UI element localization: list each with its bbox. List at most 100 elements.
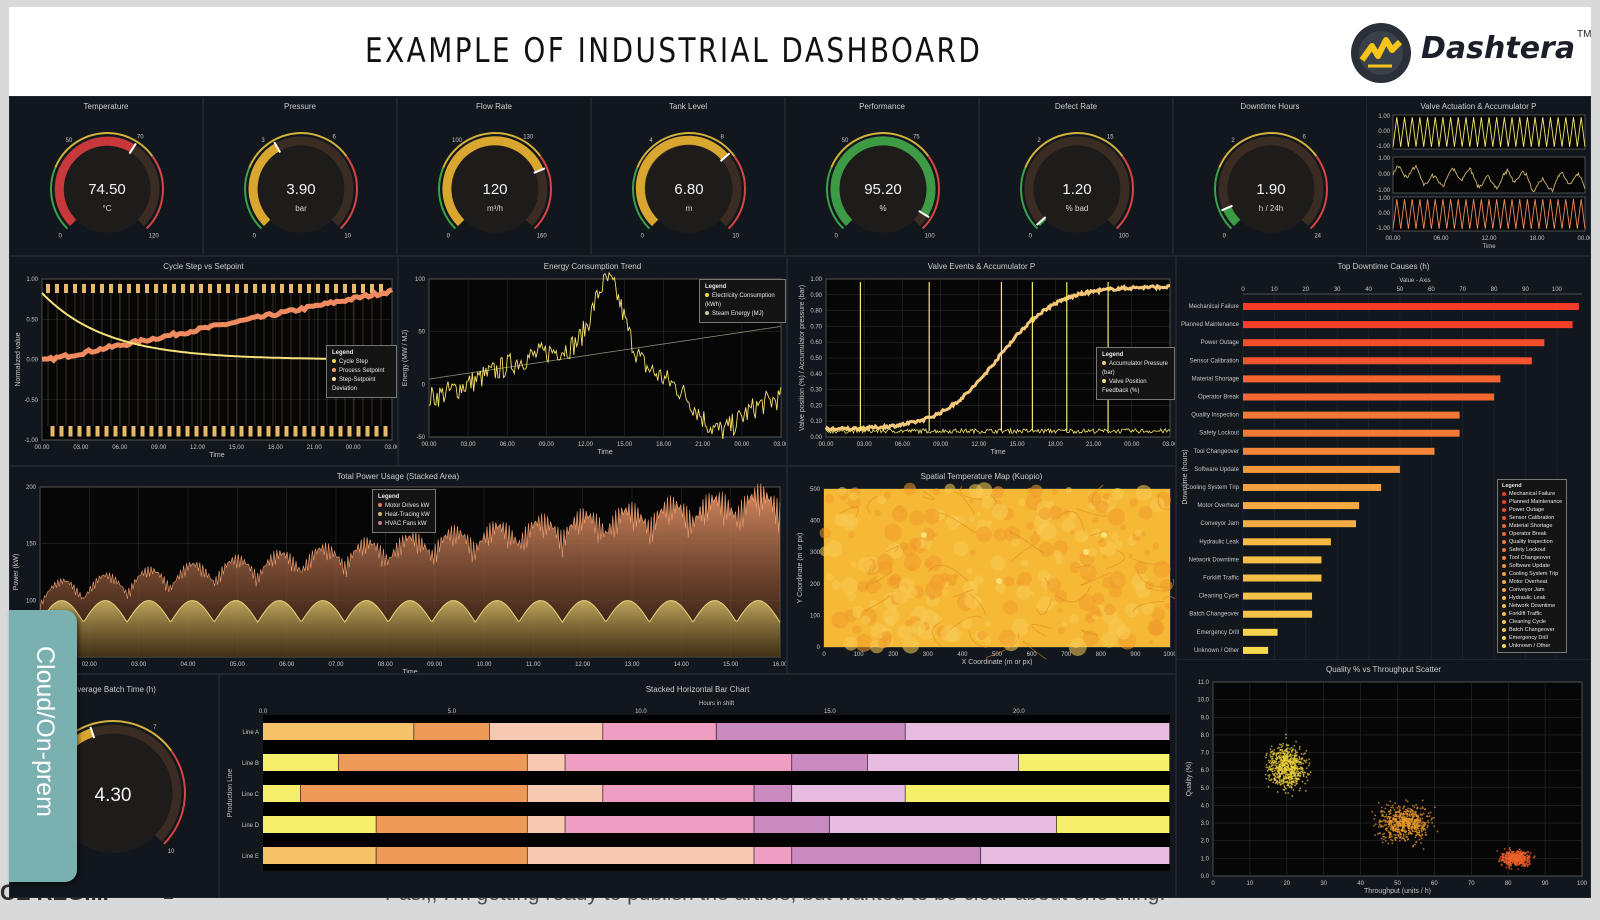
y-tick-label: -1.00 (1376, 144, 1390, 150)
legend-item: Planned Maintenance (1502, 498, 1562, 506)
scatter-point (1286, 756, 1288, 759)
scatter-point (1273, 769, 1276, 772)
x-tick-label: 10 (1247, 881, 1254, 887)
scatter-point (1296, 782, 1298, 785)
scatter-point (1510, 863, 1512, 866)
scatter-point (1389, 809, 1392, 811)
scatter-point (1407, 833, 1410, 836)
spatial-map-panel: Spatial Temperature Map (Kuopio) 500 400 3… (787, 466, 1176, 674)
heat-cell (1101, 631, 1118, 648)
gauge-panel-performance: Performance 95.20% 0 100 50 75 (785, 96, 979, 256)
x-tick-label: 12.00 (1481, 236, 1497, 242)
bar (1243, 339, 1545, 347)
legend-item-label: Batch Changeover (1509, 627, 1555, 633)
scatter-point (1302, 774, 1305, 776)
scatter-point (1418, 831, 1421, 834)
scatter-point (1520, 859, 1523, 862)
scatter-point (1276, 791, 1279, 793)
legend-item-label: Cooling System Trip (1509, 571, 1559, 577)
legend-item-label: Motor Overheat (1509, 579, 1548, 585)
scatter-point (1431, 821, 1433, 824)
x-tick-label: 07.00 (328, 662, 344, 668)
scatter-point (1525, 862, 1527, 865)
cycle-step-high (343, 283, 347, 293)
legend-swatch (1502, 563, 1506, 568)
valve-position-series (825, 427, 1171, 435)
y-axis-label: Valve position (%) / Accumulator pressur… (799, 285, 806, 431)
cycle-step-low (284, 426, 289, 437)
scatter-point (1279, 763, 1282, 765)
scatter-point (1385, 803, 1388, 806)
heat-cell (1063, 509, 1070, 516)
cloud-on-prem-tab[interactable]: Cloud/On-prem (9, 610, 77, 882)
quality-scatter-chart: 11.0 10.0 9.0 8.0 7.0 6.0 5.0 4.0 3.0 2.0 1.0 0.00 1… (1186, 680, 1588, 895)
scatter-point (1378, 820, 1381, 823)
cycle-step-high (118, 283, 122, 293)
gauge-zone-red (1309, 155, 1328, 230)
gauge-fill (635, 135, 729, 227)
gauge-needle (128, 142, 137, 155)
scatter-point (1400, 835, 1402, 838)
heat-cell (969, 499, 974, 504)
scatter-point (1276, 779, 1279, 782)
gauge-tick-label: 120 (149, 234, 160, 240)
scatter-point (1384, 828, 1387, 831)
scatter-point (1283, 765, 1285, 768)
heat-cell (992, 486, 1005, 498)
scatter-point (1380, 806, 1383, 809)
map-contour (1136, 568, 1168, 588)
scatter-point (1390, 828, 1392, 831)
scatter-point (1271, 750, 1274, 753)
scatter-point (1304, 782, 1306, 785)
heat-cell (976, 512, 981, 517)
gauge-panel-defect-rate: Defect Rate 1.20 % bad 0 100 2 15 (979, 96, 1173, 256)
y-axis-label: Downtime (hours) (1182, 449, 1189, 504)
heat-cell (995, 582, 1006, 594)
gauge-zone-green (438, 167, 457, 230)
scatter-point (1420, 822, 1423, 825)
scatter-point (1391, 820, 1394, 822)
setpoint-series (41, 287, 394, 364)
x-tick-label: 02.00 (82, 662, 98, 668)
legend-item-label: HVAC Fans kW (385, 521, 427, 527)
x-tick-label: 06.00 (895, 442, 911, 448)
scatter-point (1412, 812, 1415, 815)
x-tick-label: 40 (1365, 287, 1372, 293)
cycle-step-high (361, 283, 365, 293)
x-tick-label: 20 (1283, 881, 1290, 887)
heat-cell (825, 573, 834, 581)
heat-cell (1153, 560, 1171, 578)
heat-cell (940, 624, 959, 643)
heat-cell (1052, 489, 1058, 495)
scatter-point (1297, 770, 1300, 773)
scatter-point (1287, 773, 1289, 776)
scatter-point (1502, 860, 1505, 862)
scatter-point (1285, 737, 1287, 739)
scatter-point (1384, 821, 1387, 823)
heat-cell (1131, 573, 1149, 591)
scatter-point (1402, 833, 1405, 836)
heat-cell (1124, 603, 1139, 618)
scatter-point (1496, 850, 1499, 852)
bar (1243, 411, 1460, 419)
scatter-point (1288, 768, 1291, 770)
scatter-point (1414, 810, 1417, 813)
bar-label: Mechanical Failure (1189, 304, 1240, 310)
cycle-step-low (185, 426, 190, 437)
scatter-point (1396, 836, 1398, 839)
scatter-point (1394, 839, 1397, 842)
gauge-face (1227, 145, 1315, 233)
scatter-point (1285, 744, 1288, 747)
gauge-title: Downtime Hours (1240, 102, 1300, 111)
bar-segment (905, 723, 1170, 740)
gauge-value: 4.30 (95, 785, 132, 806)
scatter-point (1381, 810, 1384, 813)
heat-cell (1018, 498, 1026, 506)
gauge-chart: 74.50 °C 0 120 50 70 (50, 132, 164, 240)
gauge-unit: h / 24h (1259, 204, 1283, 213)
scatter-point (1520, 853, 1523, 856)
heat-cell (1004, 576, 1015, 587)
y-tick-label: 1.00 (26, 277, 38, 283)
bar-segment (565, 754, 792, 771)
scatter-point (1402, 817, 1405, 820)
